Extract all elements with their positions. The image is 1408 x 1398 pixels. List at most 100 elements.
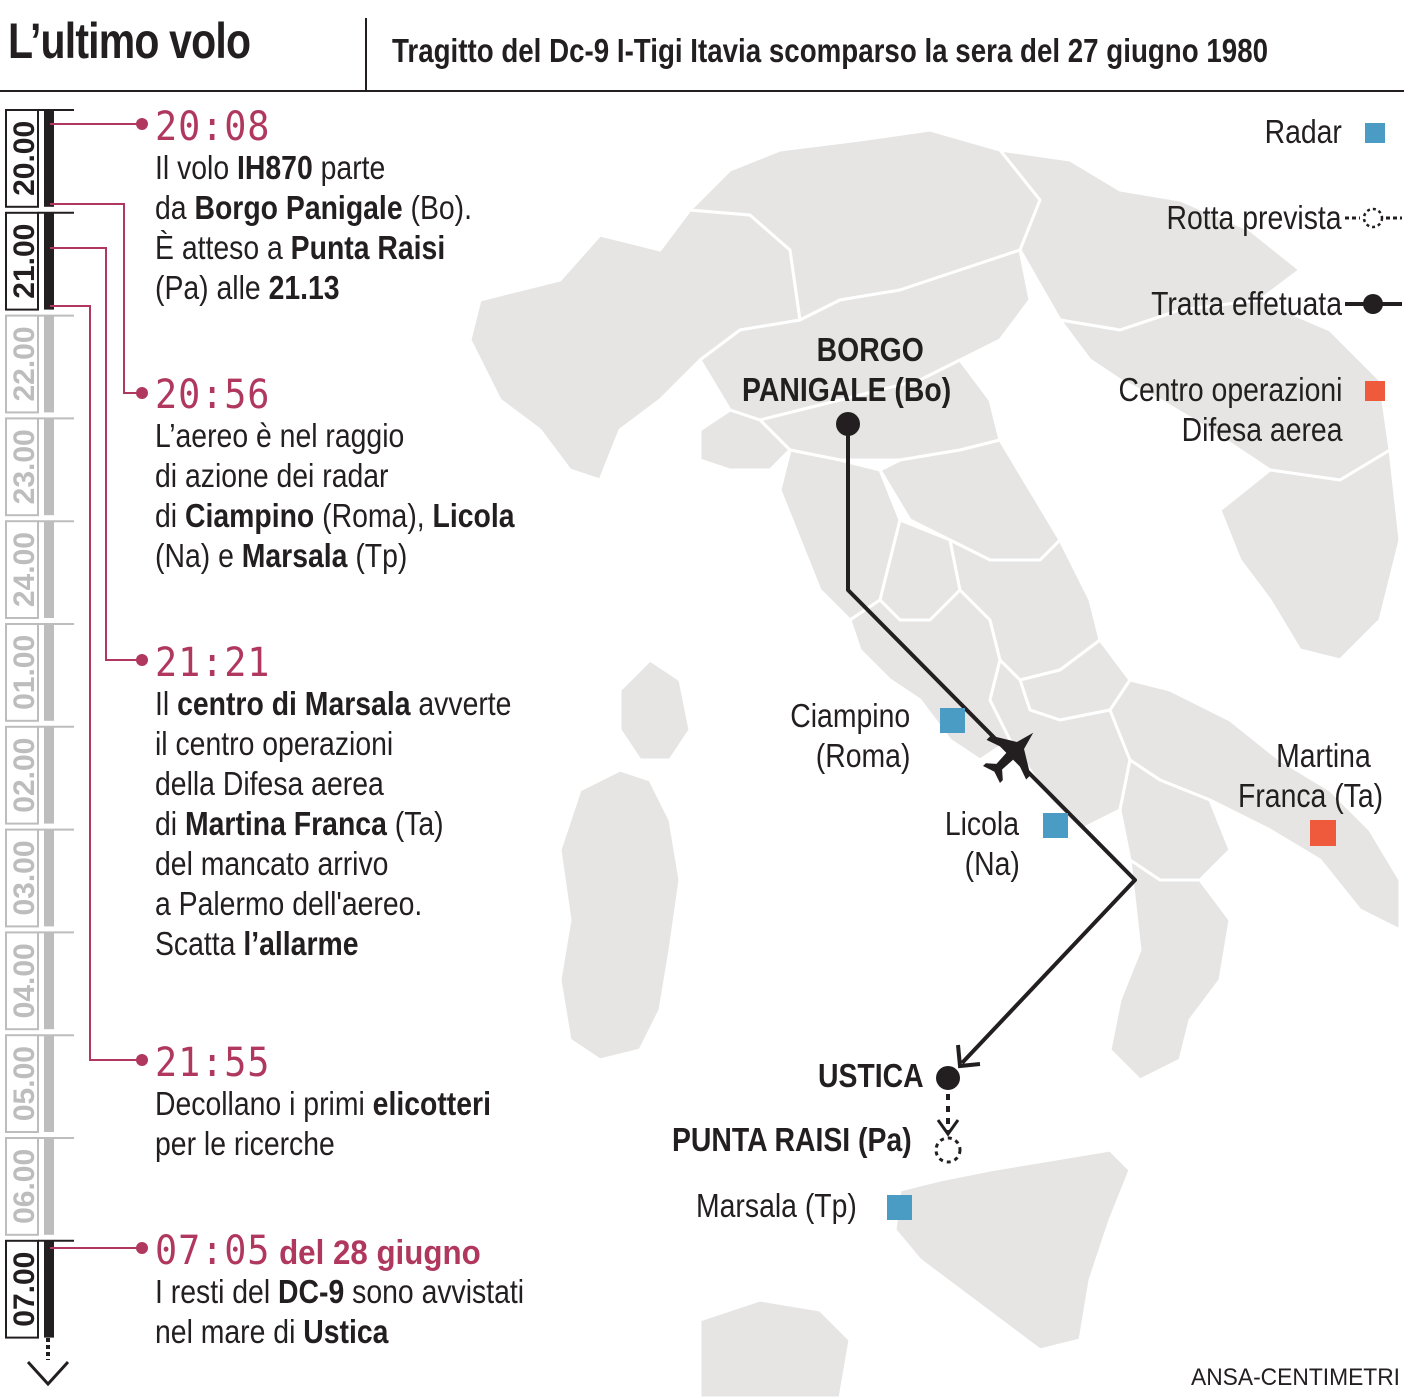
event-text-run: di <box>155 805 185 842</box>
region-sicily <box>893 1148 1132 1352</box>
hour-segment-frame <box>5 931 39 1031</box>
origin-label-line2: PANIGALE (Bo) <box>742 371 952 408</box>
hour-segment-frame <box>5 623 39 722</box>
header: L’ultimo volo Tragitto del Dc-9 I-Tigi I… <box>0 0 1408 92</box>
hour-label: 21.00 <box>8 224 41 299</box>
hour-label: 04.00 <box>8 943 41 1018</box>
event-highlight: Ustica <box>303 1313 389 1350</box>
origin-label-line1: BORGO <box>816 331 924 368</box>
hour-label: 06.00 <box>8 1149 41 1224</box>
event-line: Decollano i primi elicotteri <box>155 1084 491 1124</box>
event: 20:08 Il volo IH870 parte da Borgo Panigal… <box>155 104 524 308</box>
event-highlight: centro di Marsala <box>177 685 411 722</box>
airplane-icon <box>983 732 1034 783</box>
event-date-suffix: del 28 giugno <box>270 1234 481 1272</box>
region-sardinia <box>558 768 682 1062</box>
legend-air-defense-line2: Difesa aerea <box>1181 411 1342 448</box>
event-time: 07:05 del 28 giugno <box>155 1228 481 1274</box>
header-divider <box>365 18 367 90</box>
connector-20-56 <box>50 203 142 394</box>
hour-label: 24.00 <box>8 532 41 607</box>
legend-flown-route-label: Tratta effetuata <box>1151 285 1342 322</box>
licola-label-line2: (Na) <box>964 845 1020 882</box>
connector-dot-20-56 <box>136 387 148 399</box>
legend-planned-route-icon <box>1345 207 1402 229</box>
hour-segment-frame <box>5 520 39 620</box>
event-line: di azione dei radar <box>155 456 515 496</box>
hour-segment: 24.00 <box>5 520 74 620</box>
destination-marker <box>934 1136 962 1164</box>
hour-segment: 23.00 <box>5 417 74 517</box>
event-line: Il volo IH870 parte <box>155 148 472 188</box>
event-text-run: per le ricerche <box>155 1125 335 1162</box>
connector-dot-21-21 <box>136 654 148 666</box>
connector-dot-07-05 <box>136 1242 148 1254</box>
ciampino-label-line2: (Roma) <box>815 737 911 774</box>
event-text-run: della Difesa aerea <box>155 765 384 802</box>
hour-segment-frame <box>5 211 39 311</box>
event-time-value: 21:21 <box>155 640 271 686</box>
event-text-run: (Bo). <box>402 189 473 226</box>
hour-label: 23.00 <box>8 429 41 504</box>
planned-route-arrowhead <box>936 1119 960 1137</box>
hour-label: 05.00 <box>8 1046 41 1121</box>
hour-segment-frame <box>5 1034 39 1133</box>
event-highlight: Punta Raisi <box>290 229 446 266</box>
event-text-run: a Palermo dell'aereo. <box>155 885 423 922</box>
route-arrowhead <box>956 1044 981 1069</box>
event-highlight: Ciampino <box>184 497 315 534</box>
hour-segment-bar <box>44 1035 54 1132</box>
event-text-run: I resti del <box>155 1273 279 1310</box>
legend-flown-route-icon <box>1345 294 1402 314</box>
event-connectors <box>50 118 148 1254</box>
event-text-run: il centro operazioni <box>155 725 394 762</box>
event-line: Scatta l’allarme <box>155 924 511 964</box>
legend-radar-label: Radar <box>1264 113 1342 150</box>
hour-segment-frame <box>5 314 39 414</box>
licola-label-line1: Licola <box>944 805 1019 842</box>
crash-marker <box>936 1066 960 1090</box>
event-line: È atteso a Punta Raisi <box>155 228 472 268</box>
hour-segment: 06.00 <box>5 1137 74 1236</box>
event-line: per le ricerche <box>155 1124 491 1164</box>
hour-segment: 21.00 <box>5 211 74 311</box>
event-text-run: (Pa) alle <box>155 269 269 306</box>
hour-segment-bar <box>44 726 54 824</box>
timeline: 20.00 21.00 22.00 23.00 24.00 01.00 02.00 03.00… <box>5 109 148 1387</box>
event-text-run: di <box>155 497 185 534</box>
page-subtitle: Tragitto del Dc-9 I-Tigi Itavia scompars… <box>392 32 1269 69</box>
event-description: L’aereo è nel raggio di azione dei radar d… <box>155 416 515 576</box>
ciampino-label: Ciampino (Roma) <box>790 696 910 776</box>
legend-air-defense-icon <box>1365 381 1385 401</box>
region-tunisia <box>698 1298 852 1398</box>
event-text-run: di azione dei radar <box>155 457 389 494</box>
event-text-run: del mancato arrivo <box>155 845 389 882</box>
region-balkans-south <box>1218 448 1402 662</box>
event-highlight: Martina Franca <box>184 805 387 842</box>
origin-label: BORGO PANIGALE (Bo) <box>742 330 951 410</box>
event-line: del mancato arrivo <box>155 844 511 884</box>
flown-route <box>846 425 1137 1065</box>
event-line: a Palermo dell'aereo. <box>155 884 511 924</box>
event-description: I resti del DC-9 sono avvistati nel mare … <box>155 1272 524 1352</box>
hour-label: 02.00 <box>8 738 41 813</box>
event-line: il centro operazioni <box>155 724 511 764</box>
event-text-run: È atteso a <box>155 229 291 266</box>
hour-segments: 20.00 21.00 22.00 23.00 24.00 01.00 02.00 03.00… <box>5 109 74 1339</box>
martina-label-line2: Franca (Ta) <box>1238 777 1384 814</box>
event-time-value: 21:55 <box>155 1040 271 1086</box>
destination-label: PUNTA RAISI (Pa) <box>672 1121 912 1158</box>
event-line: da Borgo Panigale (Bo). <box>155 188 472 228</box>
event: 21:55 Decollano i primi elicotteri per le … <box>155 1040 546 1164</box>
event-text-run: (Na) e <box>155 537 242 574</box>
connector-dot-20-08 <box>136 118 148 130</box>
legend-air-defense-label: Centro operazioni Difesa aerea <box>1118 370 1342 450</box>
connector-dot-21-55 <box>136 1054 148 1066</box>
event-highlight: DC-9 <box>278 1273 345 1310</box>
event-line: Il centro di Marsala avverte <box>155 684 511 724</box>
hour-segment-bar <box>44 624 54 721</box>
hour-segment: 05.00 <box>5 1034 74 1133</box>
martina-label: Martina Franca (Ta) <box>1238 736 1383 816</box>
event-line: di Martina Franca (Ta) <box>155 804 511 844</box>
hour-label: 22.00 <box>8 326 41 401</box>
